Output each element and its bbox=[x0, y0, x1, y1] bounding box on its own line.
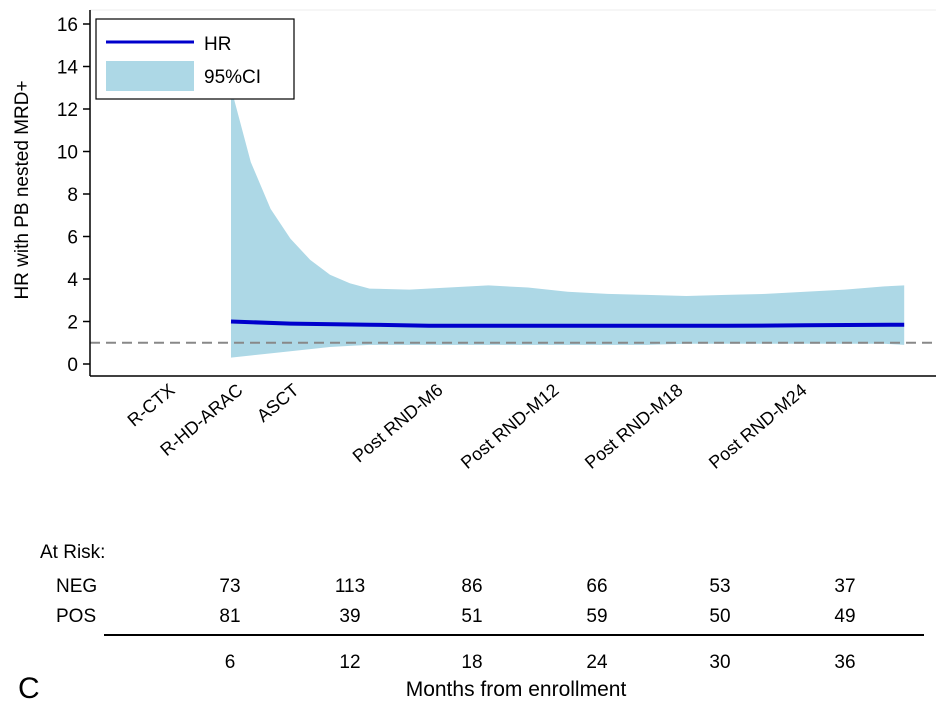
x-tick-label: 12 bbox=[339, 652, 360, 673]
x-tick-label: 18 bbox=[461, 652, 482, 673]
y-axis: 0 2 4 6 8 10 12 14 16 bbox=[57, 10, 936, 377]
at-risk-row-label: NEG bbox=[56, 576, 97, 597]
legend-hr-label: HR bbox=[204, 34, 231, 55]
ci-band-layer bbox=[231, 87, 905, 358]
phase-label: R-CTX bbox=[124, 380, 179, 431]
panel-label: C bbox=[18, 672, 40, 702]
y-tick-label: 4 bbox=[67, 270, 78, 291]
x-axis-title: Months from enrollment bbox=[406, 678, 627, 701]
legend-ci-swatch bbox=[106, 61, 194, 91]
at-risk-row-label: POS bbox=[56, 606, 96, 627]
phase-label: Post RND-M18 bbox=[581, 380, 687, 473]
ci-band bbox=[231, 87, 905, 358]
at-risk-cell: 37 bbox=[834, 576, 855, 597]
y-tick-label: 0 bbox=[67, 355, 78, 376]
y-tick-label: 12 bbox=[57, 100, 78, 121]
y-tick-label: 2 bbox=[67, 313, 78, 334]
phase-label: ASCT bbox=[253, 380, 303, 426]
at-risk-cell: 50 bbox=[709, 606, 730, 627]
at-risk-cell: 81 bbox=[219, 606, 240, 627]
at-risk-cell: 51 bbox=[461, 606, 482, 627]
legend-ci-label: 95%CI bbox=[204, 67, 261, 88]
y-tick-label: 16 bbox=[57, 15, 78, 36]
x-tick-label: 30 bbox=[709, 652, 730, 673]
at-risk-cell: 53 bbox=[709, 576, 730, 597]
y-tick-label: 10 bbox=[57, 143, 78, 164]
x-tick-label: 36 bbox=[834, 652, 855, 673]
at-risk-cell: 113 bbox=[335, 576, 365, 597]
at-risk-cell: 59 bbox=[586, 606, 607, 627]
phase-label: Post RND-M24 bbox=[705, 380, 811, 473]
hr-line-layer bbox=[230, 319, 905, 328]
x-tick-label: 6 bbox=[225, 652, 236, 673]
y-tick-label: 8 bbox=[67, 185, 78, 206]
y-tick-label: 14 bbox=[57, 58, 79, 79]
at-risk-cell: 49 bbox=[834, 606, 855, 627]
at-risk-cell: 39 bbox=[339, 606, 360, 627]
at-risk-cell: 66 bbox=[586, 576, 607, 597]
phase-label: Post RND-M12 bbox=[457, 380, 563, 473]
at-risk-cell: 73 bbox=[219, 576, 240, 597]
hr-line bbox=[230, 319, 905, 328]
legend: HR 95%CI bbox=[95, 18, 295, 100]
y-tick-label: 6 bbox=[67, 228, 78, 249]
at-risk-cell: 86 bbox=[461, 576, 482, 597]
phase-label: Post RND-M6 bbox=[349, 380, 447, 467]
x-tick-label: 24 bbox=[586, 652, 608, 673]
at-risk-title: At Risk: bbox=[40, 542, 105, 563]
y-axis-title: HR with PB nested MRD+ bbox=[12, 80, 33, 299]
at-risk-table: At Risk: NEG 73 113 86 66 53 37 POS 81 39 51 59 50 49 6… bbox=[40, 542, 924, 673]
